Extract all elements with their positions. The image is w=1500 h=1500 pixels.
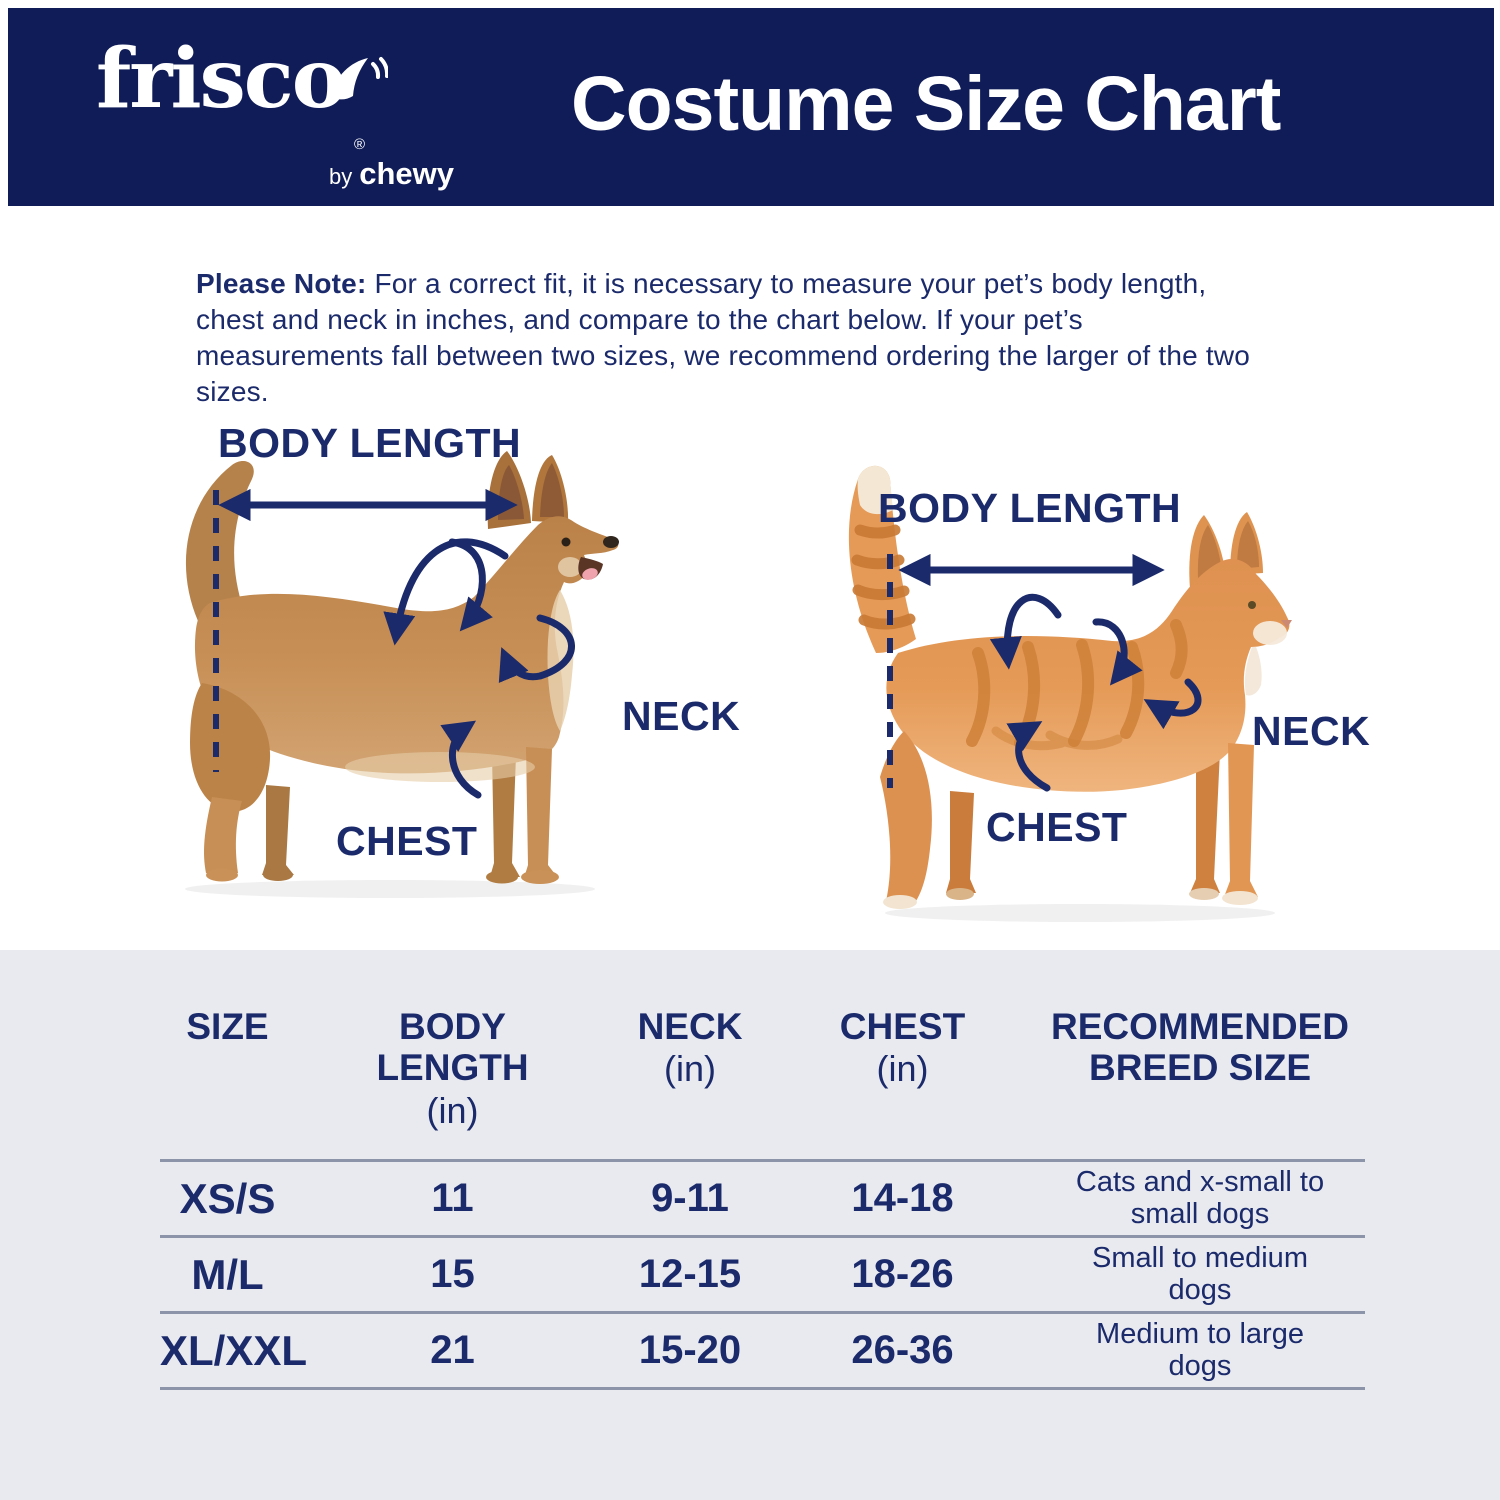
cat-front-leg-far	[1190, 749, 1220, 893]
dog-shadow	[185, 880, 595, 898]
column-header-recommended-breed-size: RECOMMENDED BREED SIZE	[1050, 1006, 1350, 1089]
breed-cell: Cats and x-small to small dogs	[1075, 1166, 1325, 1230]
column-header-body-length: BODY LENGTH (in)	[376, 1006, 529, 1131]
column-header-chest: CHEST (in)	[839, 1006, 966, 1090]
cat-chest-label: CHEST	[986, 804, 1128, 850]
column-header-neck: NECK (in)	[637, 1006, 743, 1090]
size-cell: XS/S	[179, 1174, 276, 1222]
cat-body-length-label: BODY LENGTH	[878, 485, 1182, 531]
breed-cell: Small to medium dogs	[1092, 1242, 1308, 1306]
cat-rear-leg-far	[946, 791, 976, 893]
cat-nose	[1281, 620, 1292, 628]
size-table-header-row: SIZE BODY LENGTH (in) NECK (in) CHEST (in) …	[160, 950, 1365, 1162]
dog-eye	[561, 537, 571, 547]
dog-chest-label: CHEST	[336, 818, 478, 864]
size-cell: M/L	[191, 1250, 264, 1298]
dog-body-length-label: BODY LENGTH	[218, 420, 522, 466]
dog-front-leg-near	[524, 747, 558, 878]
table-row-xs-s: XS/S 11 9-11 14-18 Cats and x-small to s…	[160, 1162, 1365, 1238]
dog-front-leg-far	[490, 753, 520, 877]
fit-note-text: For a correct fit, it is necessary to me…	[196, 268, 1251, 408]
size-table: SIZE BODY LENGTH (in) NECK (in) CHEST (in) …	[160, 950, 1365, 1390]
chest-cell: 26-36	[851, 1328, 954, 1372]
cat-neck-label: NECK	[1252, 708, 1371, 754]
cat-eye	[1248, 601, 1256, 609]
chest-cell: 14-18	[851, 1176, 954, 1220]
neck-cell: 15-20	[638, 1328, 742, 1372]
fit-note: Please Note: For a correct fit, it is ne…	[196, 266, 1260, 410]
body-length-cell: 21	[430, 1328, 475, 1372]
neck-cell: 12-15	[638, 1252, 742, 1296]
body-length-cell: 15	[430, 1252, 475, 1296]
registered-trademark: ®	[354, 136, 366, 153]
cat-shadow	[885, 904, 1275, 922]
dog-neck-label: NECK	[622, 693, 741, 739]
neck-cell: 9-11	[651, 1176, 729, 1220]
byline-by-text: by	[328, 164, 353, 189]
dog-tongue	[582, 568, 598, 580]
breed-cell: Medium to large dogs	[1096, 1318, 1304, 1382]
table-row-xl-xxl: XL/XXL 21 15-20 26-36 Medium to large do…	[160, 1314, 1365, 1390]
page-title: Costume Size Chart	[571, 61, 1281, 147]
table-row-m-l: M/L 15 12-15 18-26 Small to medium dogs	[160, 1238, 1365, 1314]
logo-swoosh-icon	[330, 57, 388, 100]
column-header-size: SIZE	[186, 1006, 269, 1047]
frisco-logo: frisco ® by chewy	[96, 31, 454, 191]
body-length-cell: 11	[431, 1176, 474, 1220]
dog-rear-leg-near	[204, 797, 242, 873]
fit-note-label: Please Note:	[196, 268, 367, 299]
dog-rear-thigh	[190, 683, 271, 812]
chest-cell: 18-26	[851, 1252, 954, 1296]
byline-by-chewy: by chewy	[214, 156, 454, 192]
dog-nose	[603, 536, 619, 548]
cat-rear-leg-near	[880, 731, 932, 901]
dog-rear-leg-far	[262, 785, 294, 875]
frisco-wordmark: frisco	[96, 31, 346, 127]
header-banner: frisco ® by chewy Costume Size Chart	[8, 8, 1494, 206]
size-cell: XL/XXL	[160, 1326, 308, 1374]
cat-front-leg-near	[1224, 743, 1258, 897]
size-table-section: SIZE BODY LENGTH (in) NECK (in) CHEST (in) …	[0, 950, 1500, 1500]
chewy-wordmark: chewy	[359, 156, 454, 191]
